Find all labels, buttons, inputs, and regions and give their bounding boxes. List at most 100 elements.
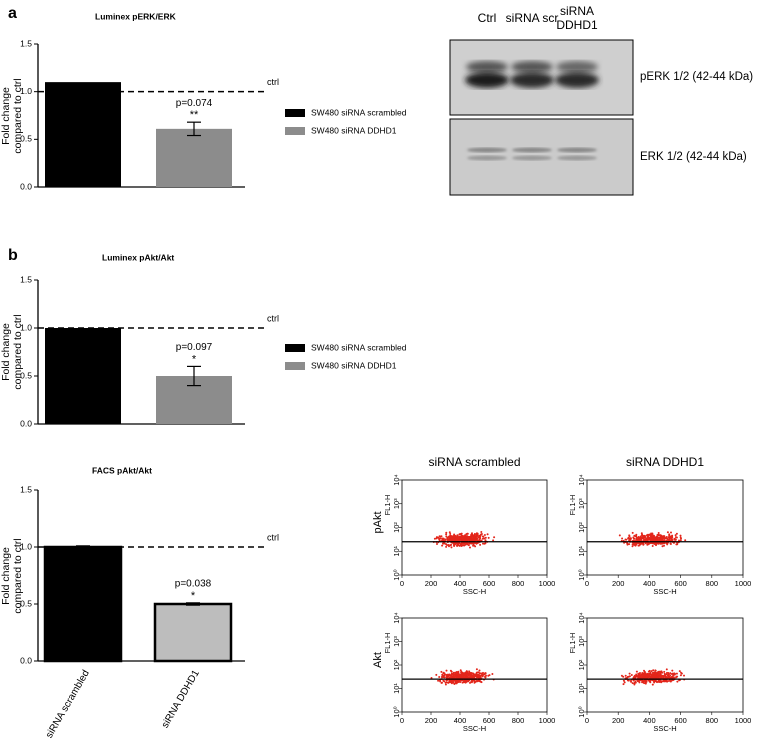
facs-event [663, 536, 666, 539]
facs-event [482, 671, 484, 674]
facs-event [667, 676, 670, 679]
facs-event [624, 538, 627, 541]
facs-event [448, 537, 451, 540]
facs-x-tick-label: 400 [454, 716, 467, 725]
bar [45, 328, 121, 424]
facs-event [633, 674, 636, 677]
facs-event [666, 680, 669, 683]
facs-y-tick-label: 10² [392, 659, 401, 670]
facs-event [621, 537, 624, 540]
facs-event [673, 676, 675, 679]
facs-x-tick-label: 600 [483, 579, 496, 588]
facs-event [652, 675, 655, 678]
facs-event [638, 673, 641, 676]
facs-event [461, 679, 464, 682]
facs-event [445, 674, 448, 677]
facs-event [466, 535, 469, 538]
facs-y-tick-label: 10⁴ [577, 612, 586, 624]
facs-x-tick-label: 600 [674, 579, 687, 588]
y-tick-label: 0.5 [20, 134, 32, 144]
facs-event [634, 676, 637, 679]
y-tick-label: 1.5 [20, 274, 32, 284]
y-tick-label: 0.5 [20, 370, 32, 380]
facs-event [673, 672, 676, 675]
facs-event [635, 535, 638, 538]
facs-event [459, 675, 462, 678]
p-value: p=0.097 [176, 342, 213, 353]
facs-event [487, 536, 490, 539]
facs-event [665, 668, 668, 671]
facs-event [470, 675, 473, 678]
facs-x-tick-label: 800 [706, 579, 719, 588]
facs-event [460, 533, 463, 536]
reference-label: ctrl [267, 313, 279, 323]
facs-event [461, 675, 464, 678]
facs-event [484, 675, 486, 678]
facs-event [630, 674, 633, 676]
facs-x-tick-label: 200 [425, 716, 438, 725]
legend-swatch [285, 344, 305, 352]
facs-event [458, 533, 461, 536]
facs-event [470, 536, 473, 538]
y-tick-label: 1.0 [20, 322, 32, 332]
facs-event [469, 546, 471, 549]
panel-label: a [8, 5, 17, 22]
facs-event [643, 670, 646, 673]
facs-event [663, 539, 666, 542]
facs-event [644, 680, 647, 683]
facs-event [667, 673, 670, 676]
facs-event [651, 545, 654, 547]
facs-event [631, 545, 634, 548]
facs-event [659, 671, 662, 674]
legend-swatch [285, 127, 305, 135]
y-tick-label: 0.0 [20, 181, 32, 191]
facs-x-tick-label: 0 [585, 716, 589, 725]
facs-event [644, 536, 647, 539]
facs-event [637, 544, 640, 547]
bar [43, 545, 123, 663]
facs-event [461, 681, 464, 684]
facs-event [464, 543, 467, 546]
facs-event [649, 537, 652, 540]
facs-event [679, 674, 682, 677]
chart-title: FACS pAkt/Akt [92, 465, 152, 475]
facs-event [640, 532, 643, 535]
facs-event [475, 668, 478, 671]
facs-event [459, 544, 462, 547]
facs-event [441, 544, 444, 547]
facs-event [461, 537, 464, 540]
bar [156, 128, 232, 187]
facs-event [663, 542, 666, 545]
facs-event [636, 675, 639, 678]
facs-event [627, 536, 630, 539]
facs-event [653, 534, 655, 537]
facs-event [447, 544, 450, 547]
facs-event [656, 674, 659, 677]
facs-event [668, 534, 671, 537]
facs-event [492, 539, 495, 542]
facs-event [657, 532, 660, 534]
facs-plot-frame [586, 617, 744, 713]
facs-event [441, 537, 444, 540]
facs-event [469, 672, 472, 674]
facs-event [633, 682, 636, 685]
facs-x-tick-label: 800 [706, 716, 719, 725]
facs-event [447, 681, 450, 684]
facs-event [641, 679, 644, 682]
facs-event [651, 683, 654, 686]
facs-event [669, 679, 672, 682]
facs-event [633, 534, 636, 537]
facs-event [459, 543, 462, 545]
facs-event [641, 674, 643, 677]
significance: ** [190, 109, 199, 121]
chart-title: Luminex pERK/ERK [95, 11, 177, 21]
facs-event [469, 681, 471, 684]
lane-label: siRNA DDHD1 [556, 4, 598, 32]
facs-event [450, 546, 453, 549]
facs-event [467, 680, 470, 683]
facs-event [449, 532, 452, 535]
legend-label: SW480 siRNA DDHD1 [311, 125, 397, 135]
facs-event [439, 537, 442, 540]
blot-image [449, 39, 634, 196]
